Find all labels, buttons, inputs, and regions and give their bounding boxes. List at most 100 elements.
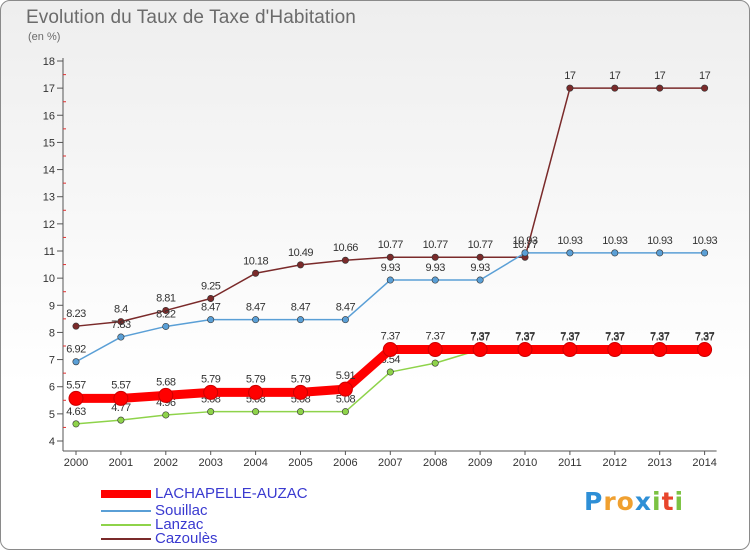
x-tick-label: 2013 xyxy=(647,457,671,469)
data-point-cazoules xyxy=(72,322,80,330)
data-point-lanzac xyxy=(207,408,215,416)
y-tick-label: 6 xyxy=(49,382,55,394)
data-point-souillac xyxy=(117,333,125,341)
data-label-cazoules: 17 xyxy=(609,70,621,82)
data-point-lachapelle-auzac xyxy=(113,390,129,406)
data-label-souillac: 8.47 xyxy=(201,302,221,314)
data-label-lachapelle-auzac: 7.37 xyxy=(605,331,625,343)
data-point-souillac xyxy=(72,358,80,366)
legend-swatch xyxy=(101,490,151,498)
data-label-lachapelle-auzac: 5.57 xyxy=(66,379,86,391)
legend-item-cazoules: Cazoulès xyxy=(101,530,361,547)
data-point-lachapelle-auzac xyxy=(68,390,84,406)
y-tick-label: 18 xyxy=(43,56,55,68)
unit-label: (en %) xyxy=(28,31,61,43)
proxiti-logo: Proxiti xyxy=(584,487,684,516)
data-label-cazoules: 10.77 xyxy=(468,239,493,251)
data-point-souillac xyxy=(341,316,349,324)
data-point-lachapelle-auzac xyxy=(293,384,308,400)
y-tick-label: 7 xyxy=(49,355,55,367)
legend-label: Lanzac xyxy=(155,516,204,533)
x-tick-label: 2009 xyxy=(468,457,492,469)
x-tick-label: 2005 xyxy=(288,457,312,469)
x-tick-label: 2003 xyxy=(198,457,222,469)
data-point-souillac xyxy=(476,276,484,284)
data-point-cazoules xyxy=(611,84,619,92)
data-label-cazoules: 17 xyxy=(699,70,711,82)
data-point-lachapelle-auzac xyxy=(472,342,488,358)
logo-letter: r xyxy=(603,487,617,516)
data-point-lachapelle-auzac xyxy=(427,342,443,358)
chart-title: Evolution du Taux de Taxe d'Habitation xyxy=(26,7,356,28)
data-point-lachapelle-auzac xyxy=(517,342,533,358)
series-line-cazoules xyxy=(75,87,705,327)
y-tick-label: 14 xyxy=(43,165,55,177)
data-point-lachapelle-auzac xyxy=(248,384,264,400)
data-label-cazoules: 10.49 xyxy=(288,247,313,259)
data-point-souillac xyxy=(431,276,439,284)
data-label-lanzac: 7.37 xyxy=(515,332,535,344)
data-point-cazoules xyxy=(431,253,439,261)
data-point-lachapelle-auzac xyxy=(697,342,713,358)
data-label-lachapelle-auzac: 5.79 xyxy=(291,373,311,385)
data-label-cazoules: 17 xyxy=(564,70,576,82)
data-point-souillac xyxy=(386,276,394,284)
data-point-lanzac xyxy=(296,408,304,416)
data-point-souillac xyxy=(566,249,574,257)
logo-letter: i xyxy=(674,487,685,516)
data-point-cazoules xyxy=(252,269,260,277)
x-tick-label: 2011 xyxy=(558,457,582,469)
data-point-cazoules xyxy=(296,261,304,269)
logo-letter: i xyxy=(652,487,662,516)
data-point-cazoules xyxy=(386,253,394,261)
data-point-cazoules xyxy=(701,84,709,92)
x-tick-label: 2012 xyxy=(603,457,627,469)
data-point-lachapelle-auzac xyxy=(382,342,398,358)
y-tick-label: 10 xyxy=(43,273,55,285)
data-point-lachapelle-auzac xyxy=(562,342,578,358)
data-point-lanzac xyxy=(431,359,439,367)
data-label-lachapelle-auzac: 5.91 xyxy=(336,370,356,382)
data-label-lanzac: 5.08 xyxy=(336,394,356,406)
x-tick-label: 2010 xyxy=(513,457,537,469)
x-tick-label: 2007 xyxy=(378,457,402,469)
data-point-cazoules xyxy=(476,253,484,261)
legend-swatch xyxy=(101,510,151,512)
data-point-cazoules xyxy=(566,84,574,92)
data-point-souillac xyxy=(521,249,529,257)
data-label-souillac: 10.93 xyxy=(602,235,627,247)
x-tick-label: 2000 xyxy=(64,457,88,469)
data-label-lachapelle-auzac: 7.37 xyxy=(381,331,401,343)
data-label-lanzac: 7.37 xyxy=(695,332,715,344)
data-label-lachapelle-auzac: 5.79 xyxy=(246,373,266,385)
data-label-souillac: 8.47 xyxy=(291,302,311,314)
data-label-lachapelle-auzac: 5.57 xyxy=(111,379,131,391)
y-tick-label: 15 xyxy=(43,137,55,149)
data-point-lachapelle-auzac xyxy=(337,381,353,397)
data-point-cazoules xyxy=(341,256,349,264)
data-label-souillac: 8.47 xyxy=(246,302,266,314)
data-point-lachapelle-auzac xyxy=(607,342,623,358)
data-label-lachapelle-auzac: 7.37 xyxy=(470,331,490,343)
data-point-cazoules xyxy=(207,294,215,302)
data-label-cazoules: 10.77 xyxy=(423,239,448,251)
data-point-lachapelle-auzac xyxy=(652,342,668,358)
data-label-souillac: 10.93 xyxy=(557,235,582,247)
y-tick-label: 13 xyxy=(43,192,55,204)
x-tick-label: 2008 xyxy=(423,457,447,469)
data-point-souillac xyxy=(162,322,170,330)
data-point-souillac xyxy=(207,316,215,324)
x-tick-label: 2014 xyxy=(692,457,716,469)
y-tick-label: 9 xyxy=(49,300,55,312)
y-tick-label: 12 xyxy=(43,219,55,231)
data-point-souillac xyxy=(701,249,709,257)
data-point-lanzac xyxy=(252,408,260,416)
data-label-lanzac: 7.37 xyxy=(470,332,490,344)
x-tick-label: 2002 xyxy=(154,457,178,469)
data-label-souillac: 10.93 xyxy=(647,235,672,247)
data-label-cazoules: 10.77 xyxy=(512,239,537,251)
legend-swatch xyxy=(101,524,151,526)
data-label-souillac: 8.22 xyxy=(156,308,176,320)
logo-letter: x xyxy=(634,487,652,516)
